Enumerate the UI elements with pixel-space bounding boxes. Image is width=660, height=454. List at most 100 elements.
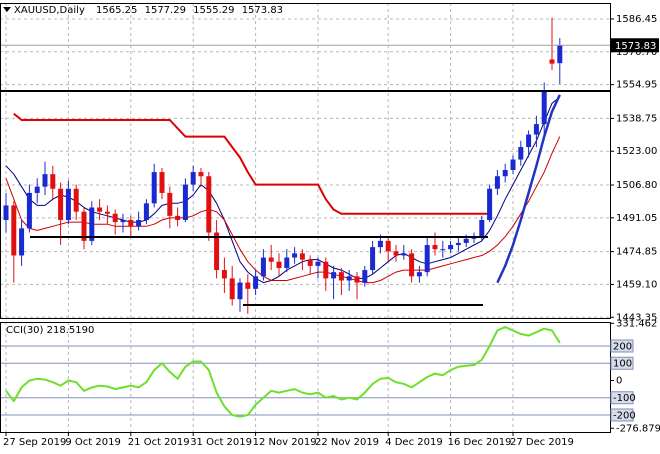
candle-body	[238, 283, 243, 300]
candle-body	[136, 220, 141, 226]
candle-body	[394, 251, 399, 255]
candle-body	[105, 212, 110, 214]
candle-body	[355, 276, 360, 282]
candle-body	[487, 189, 492, 220]
y-tick-label: 1523.00	[616, 146, 657, 157]
candle-body	[308, 260, 313, 266]
candle-body	[370, 247, 375, 270]
candle-body	[550, 59, 555, 63]
x-tick-label: 27 Sep 2019	[3, 437, 66, 448]
candle-body	[292, 253, 297, 257]
level-label: -200	[613, 410, 636, 421]
y-tick-label: 1491.05	[616, 213, 657, 224]
candle-body	[503, 170, 508, 176]
candle-body	[128, 220, 133, 226]
candle-body	[464, 239, 469, 243]
candle-body	[331, 272, 336, 278]
candle-body	[97, 208, 102, 212]
candle-body	[245, 283, 250, 289]
y-tick-label: 1474.85	[616, 247, 657, 258]
candle-body	[199, 172, 204, 176]
candle-body	[214, 233, 219, 271]
candle-body	[160, 172, 165, 193]
candle-body	[526, 135, 531, 148]
indicator-title: CCI(30) 218.5190	[6, 325, 94, 336]
candle-body	[152, 172, 157, 203]
candle-body	[27, 193, 32, 228]
ohlc-open: 1565.25	[96, 5, 137, 16]
candle-body	[89, 208, 94, 241]
x-tick-label: 31 Oct 2019	[190, 437, 252, 448]
candle-body	[323, 262, 328, 279]
candle-body	[339, 272, 344, 280]
current-price-label: 1573.83	[615, 41, 656, 52]
candle-body	[386, 241, 391, 251]
candle-body	[206, 176, 211, 232]
y-tick-label: -276.8793	[616, 423, 660, 434]
x-tick-label: 27 Dec 2019	[510, 437, 574, 448]
candle-body	[58, 189, 63, 220]
candle-body	[167, 193, 172, 216]
candle-body	[417, 272, 422, 276]
ohlc-high: 1577.29	[145, 5, 186, 16]
candle-body	[409, 253, 414, 276]
candle-body	[518, 147, 523, 160]
y-tick-label: 1459.10	[616, 279, 657, 290]
candle-body	[50, 174, 55, 189]
candle-body	[43, 174, 48, 187]
y-tick-label: 0	[616, 375, 622, 386]
candle-body	[511, 160, 516, 170]
candle-body	[448, 245, 453, 249]
candle-body	[222, 270, 227, 278]
candle-body	[542, 91, 547, 124]
level-label: -100	[613, 393, 636, 404]
ohlc-close: 1573.83	[242, 5, 283, 16]
x-tick-label: 12 Nov 2019	[253, 437, 317, 448]
x-tick-label: 21 Oct 2019	[128, 437, 190, 448]
candle-body	[4, 205, 9, 220]
candle-body	[557, 45, 562, 63]
candle-body	[300, 253, 305, 259]
candle-body	[11, 205, 16, 255]
candle-body	[534, 124, 539, 134]
x-tick-label: 22 Nov 2019	[315, 437, 379, 448]
candle-body	[401, 253, 406, 255]
candle-body	[35, 187, 40, 193]
x-tick-label: 9 Oct 2019	[65, 437, 120, 448]
candle-body	[433, 245, 438, 249]
candle-body	[277, 262, 282, 268]
y-tick-label: 1554.95	[616, 80, 657, 91]
candle-body	[440, 249, 445, 250]
level-label: 100	[613, 359, 632, 370]
candle-body	[113, 214, 118, 222]
candle-body	[183, 185, 188, 220]
candle-body	[66, 189, 71, 220]
candle-body	[253, 276, 258, 289]
candle-body	[74, 189, 79, 212]
ohlc-low: 1555.29	[193, 5, 234, 16]
candle-body	[284, 258, 289, 268]
candle-body	[175, 216, 180, 220]
candle-body	[495, 176, 500, 189]
candle-body	[456, 243, 461, 245]
candle-body	[347, 276, 352, 280]
y-tick-label: 1506.80	[616, 180, 657, 191]
x-tick-label: 16 Dec 2019	[448, 437, 512, 448]
candle-body	[121, 220, 126, 222]
candle-body	[316, 262, 321, 266]
candle-body	[230, 278, 235, 299]
y-tick-label: 1586.45	[616, 14, 657, 25]
candle-body	[261, 258, 266, 277]
candle-body	[425, 245, 430, 272]
level-label: 200	[613, 341, 632, 352]
y-tick-label: 331.462	[616, 318, 657, 329]
candle-body	[19, 228, 24, 255]
candle-body	[269, 258, 274, 262]
candle-body	[362, 270, 367, 283]
candle-body	[144, 203, 149, 220]
symbol: XAUUSD,Daily	[14, 5, 85, 16]
y-tick-label: 1538.75	[616, 113, 657, 124]
chart-title: XAUUSD,Daily 1565.25 1577.29 1555.29 157…	[14, 5, 283, 16]
